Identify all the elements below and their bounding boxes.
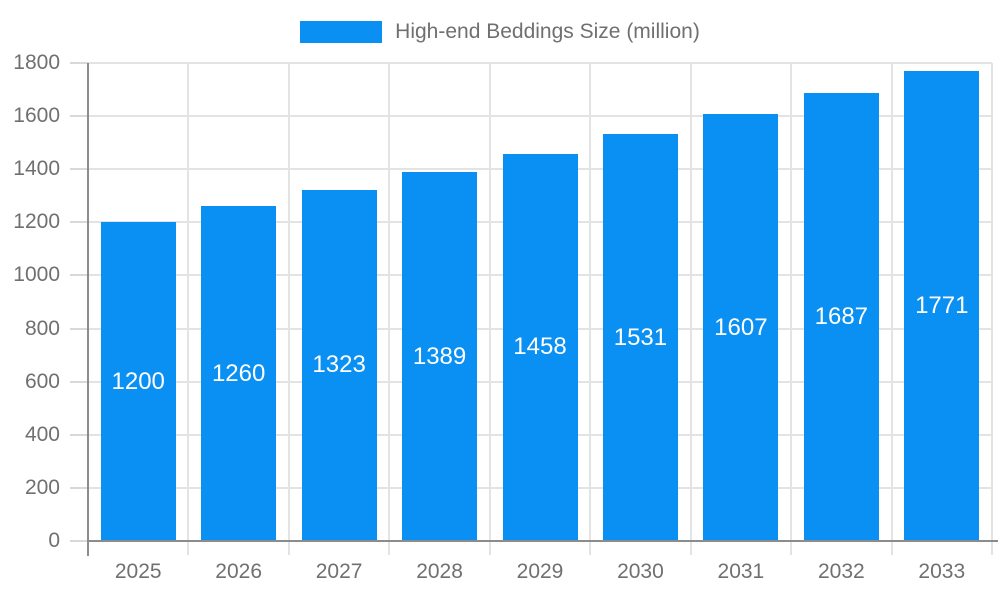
bar-value-label: 1531 [613, 323, 668, 351]
v-gridline [187, 63, 190, 555]
bar[interactable] [402, 172, 478, 541]
v-gridline [589, 63, 592, 555]
bar-value-label: 1260 [211, 359, 266, 387]
y-axis-tick-label: 200 [24, 475, 60, 499]
y-axis-tick-label: 1200 [13, 210, 60, 234]
y-axis-line [87, 63, 89, 556]
x-axis-tick-label: 2025 [114, 560, 162, 583]
bar-value-label: 1200 [111, 367, 165, 395]
bar-value-label: 1458 [513, 333, 567, 361]
y-axis-tick [70, 221, 88, 224]
bar-value-label: 1389 [412, 342, 467, 370]
bar[interactable] [904, 70, 980, 541]
x-axis-tick-label: 2031 [717, 560, 765, 583]
y-axis-tick-label: 600 [24, 369, 60, 393]
y-axis-tick [70, 168, 88, 171]
h-gridline [88, 62, 992, 64]
y-axis-tick [70, 540, 88, 542]
y-axis-tick [70, 433, 88, 436]
y-axis-tick [70, 380, 88, 383]
v-gridline [790, 63, 793, 555]
y-axis-tick-label: 1000 [13, 263, 60, 287]
v-gridline [388, 63, 391, 555]
y-axis-tick-label: 800 [24, 316, 60, 340]
bar[interactable] [301, 189, 377, 541]
legend-swatch [300, 21, 383, 43]
y-axis-tick [70, 62, 88, 64]
y-axis-tick-label: 1600 [13, 104, 60, 128]
v-gridline [488, 63, 491, 555]
plot-area: 0 200 400 600 800 1000 1200 1400 1600 1800 1200 126… [13, 51, 998, 583]
legend[interactable]: High-end Beddings Size (million) [0, 20, 1000, 44]
v-gridline [287, 63, 290, 555]
legend-label: High-end Beddings Size (million) [395, 20, 700, 43]
bar[interactable] [703, 114, 779, 541]
x-axis-tick-label: 2028 [416, 560, 463, 583]
bar[interactable] [100, 222, 176, 541]
v-gridline [689, 63, 692, 555]
bar-value-label: 1687 [814, 303, 869, 330]
y-axis-tick [70, 274, 88, 277]
x-axis-tick-label: 2033 [918, 560, 966, 583]
bar[interactable] [502, 153, 578, 541]
y-axis-tick-label: 0 [48, 529, 60, 552]
v-gridline [890, 63, 893, 555]
y-axis-tick-label: 400 [24, 422, 60, 446]
y-axis-tick [70, 115, 88, 118]
x-axis-tick-label: 2030 [617, 560, 664, 583]
bar-value-label: 1607 [714, 313, 768, 341]
y-axis-tick-label: 1400 [13, 157, 60, 181]
x-axis-tick-label: 2027 [315, 560, 363, 583]
bar-value-label: 1323 [312, 351, 366, 379]
x-axis-tick-label: 2029 [516, 560, 564, 583]
y-axis-tick [70, 486, 88, 489]
h-gridline [88, 115, 992, 118]
x-axis-line [88, 540, 998, 542]
x-axis-tick-label: 2032 [817, 560, 865, 583]
x-axis-tick-label: 2026 [215, 560, 263, 583]
y-axis-tick [70, 327, 88, 330]
bar[interactable] [803, 93, 879, 541]
bar-value-label: 1771 [915, 291, 969, 319]
v-gridline [991, 63, 993, 555]
y-axis-tick-label: 1800 [13, 51, 60, 74]
bar[interactable] [602, 134, 678, 541]
bar[interactable] [201, 206, 277, 541]
